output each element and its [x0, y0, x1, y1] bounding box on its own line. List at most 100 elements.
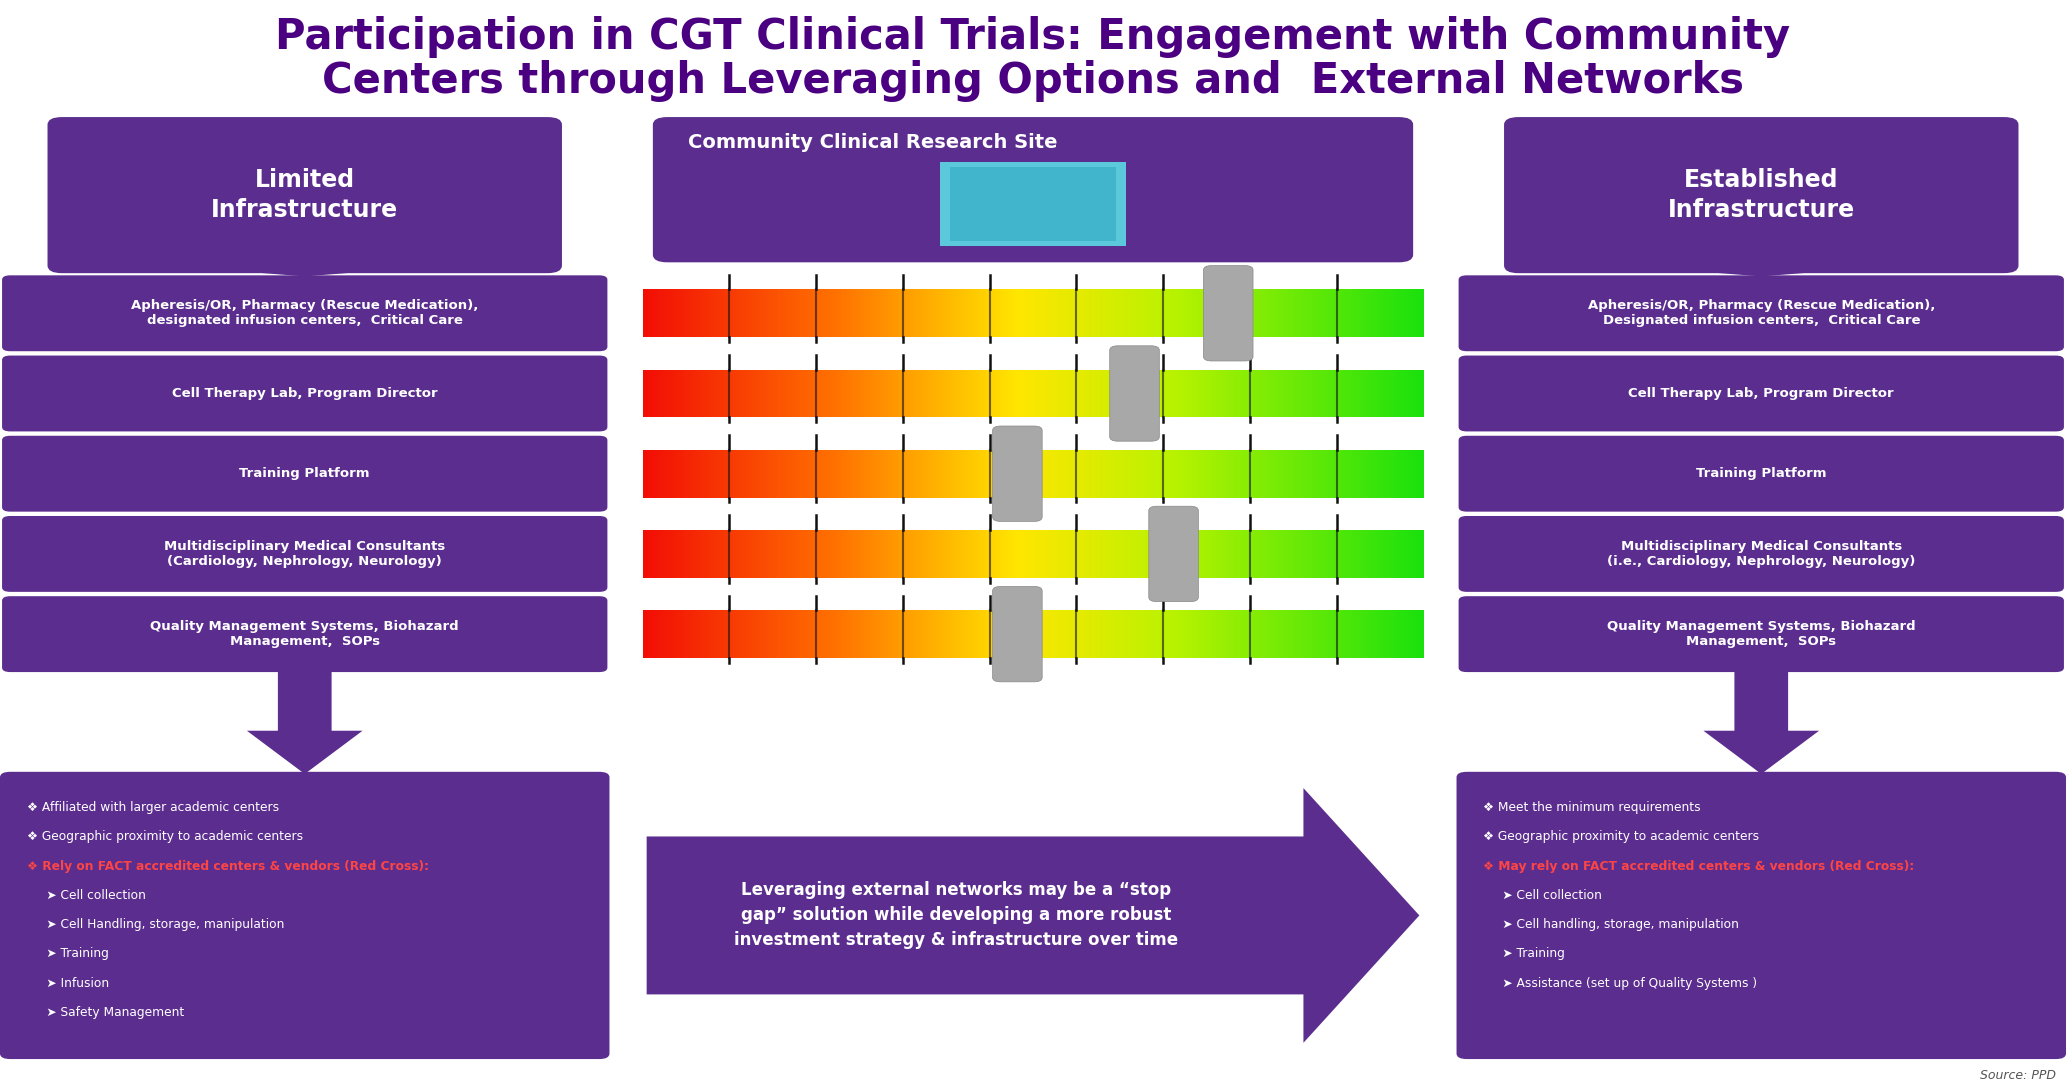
Bar	[1064, 450, 1066, 498]
Bar	[787, 530, 789, 578]
Bar	[831, 450, 835, 498]
Bar	[1004, 370, 1006, 417]
Bar	[928, 289, 930, 337]
Bar	[959, 530, 961, 578]
Bar	[1407, 289, 1409, 337]
Bar	[1204, 530, 1207, 578]
Bar	[845, 289, 847, 337]
Bar	[1407, 450, 1409, 498]
Bar	[781, 289, 783, 337]
Bar	[1355, 530, 1359, 578]
Bar	[880, 450, 882, 498]
Bar	[911, 610, 913, 658]
Bar	[855, 610, 857, 658]
Bar	[1083, 289, 1085, 337]
Bar	[957, 370, 959, 417]
Bar	[967, 370, 969, 417]
Bar	[1072, 289, 1074, 337]
Bar	[754, 530, 756, 578]
Bar	[1335, 610, 1337, 658]
Bar	[975, 370, 977, 417]
Bar	[1138, 289, 1140, 337]
FancyBboxPatch shape	[48, 117, 562, 273]
Bar	[1300, 450, 1302, 498]
Bar	[1103, 450, 1105, 498]
Bar	[1333, 610, 1335, 658]
Bar	[1219, 289, 1221, 337]
Bar	[702, 370, 705, 417]
Bar	[758, 450, 760, 498]
Bar	[740, 370, 742, 417]
Bar	[762, 289, 764, 337]
Bar	[864, 610, 866, 658]
Bar	[1283, 530, 1285, 578]
Bar	[1355, 450, 1357, 498]
Bar	[963, 530, 965, 578]
Bar	[915, 289, 917, 337]
Bar	[959, 370, 963, 417]
Bar	[1099, 289, 1101, 337]
Bar	[810, 450, 812, 498]
Bar	[907, 530, 909, 578]
Bar	[1147, 370, 1149, 417]
Bar	[1101, 530, 1103, 578]
Bar	[649, 610, 651, 658]
Bar	[994, 450, 996, 498]
Bar	[1347, 610, 1349, 658]
Bar	[957, 530, 959, 578]
Bar	[787, 289, 789, 337]
Bar	[1035, 289, 1037, 337]
Bar	[959, 450, 961, 498]
Bar	[1178, 450, 1180, 498]
Bar	[1171, 530, 1173, 578]
Bar	[1196, 610, 1198, 658]
Bar	[1324, 450, 1326, 498]
Bar	[705, 370, 707, 417]
Bar	[1016, 450, 1019, 498]
Bar	[690, 610, 692, 658]
Bar	[1050, 530, 1052, 578]
FancyBboxPatch shape	[1459, 596, 2064, 672]
Bar	[793, 450, 795, 498]
Bar	[785, 370, 787, 417]
Bar	[1372, 450, 1374, 498]
Bar	[864, 289, 866, 337]
Bar	[1324, 530, 1326, 578]
Bar	[1200, 289, 1202, 337]
Bar	[814, 289, 816, 337]
Bar	[1345, 610, 1347, 658]
Bar	[1293, 289, 1295, 337]
Bar	[1043, 610, 1045, 658]
Bar	[862, 370, 864, 417]
Bar	[1355, 610, 1357, 658]
Bar	[775, 450, 777, 498]
Bar	[1184, 450, 1186, 498]
Bar	[1000, 289, 1002, 337]
Bar	[1217, 289, 1219, 337]
Bar	[886, 289, 888, 337]
Bar	[1349, 370, 1353, 417]
Bar	[909, 450, 911, 498]
Bar	[1318, 530, 1320, 578]
Bar	[709, 610, 711, 658]
Bar	[1010, 450, 1012, 498]
Bar	[661, 289, 663, 337]
Bar	[1171, 289, 1173, 337]
Bar	[663, 450, 665, 498]
Bar	[890, 450, 893, 498]
Bar	[1062, 610, 1064, 658]
Bar	[1083, 610, 1085, 658]
Bar	[872, 289, 874, 337]
Bar	[1002, 450, 1004, 498]
Bar	[748, 530, 750, 578]
Bar	[1304, 289, 1306, 337]
Bar	[1107, 610, 1109, 658]
Bar	[1184, 530, 1186, 578]
Bar	[696, 370, 698, 417]
Bar	[800, 289, 802, 337]
Bar	[653, 289, 655, 337]
Bar	[1076, 530, 1078, 578]
Bar	[1380, 370, 1382, 417]
Bar	[1291, 289, 1295, 337]
Bar	[723, 530, 725, 578]
